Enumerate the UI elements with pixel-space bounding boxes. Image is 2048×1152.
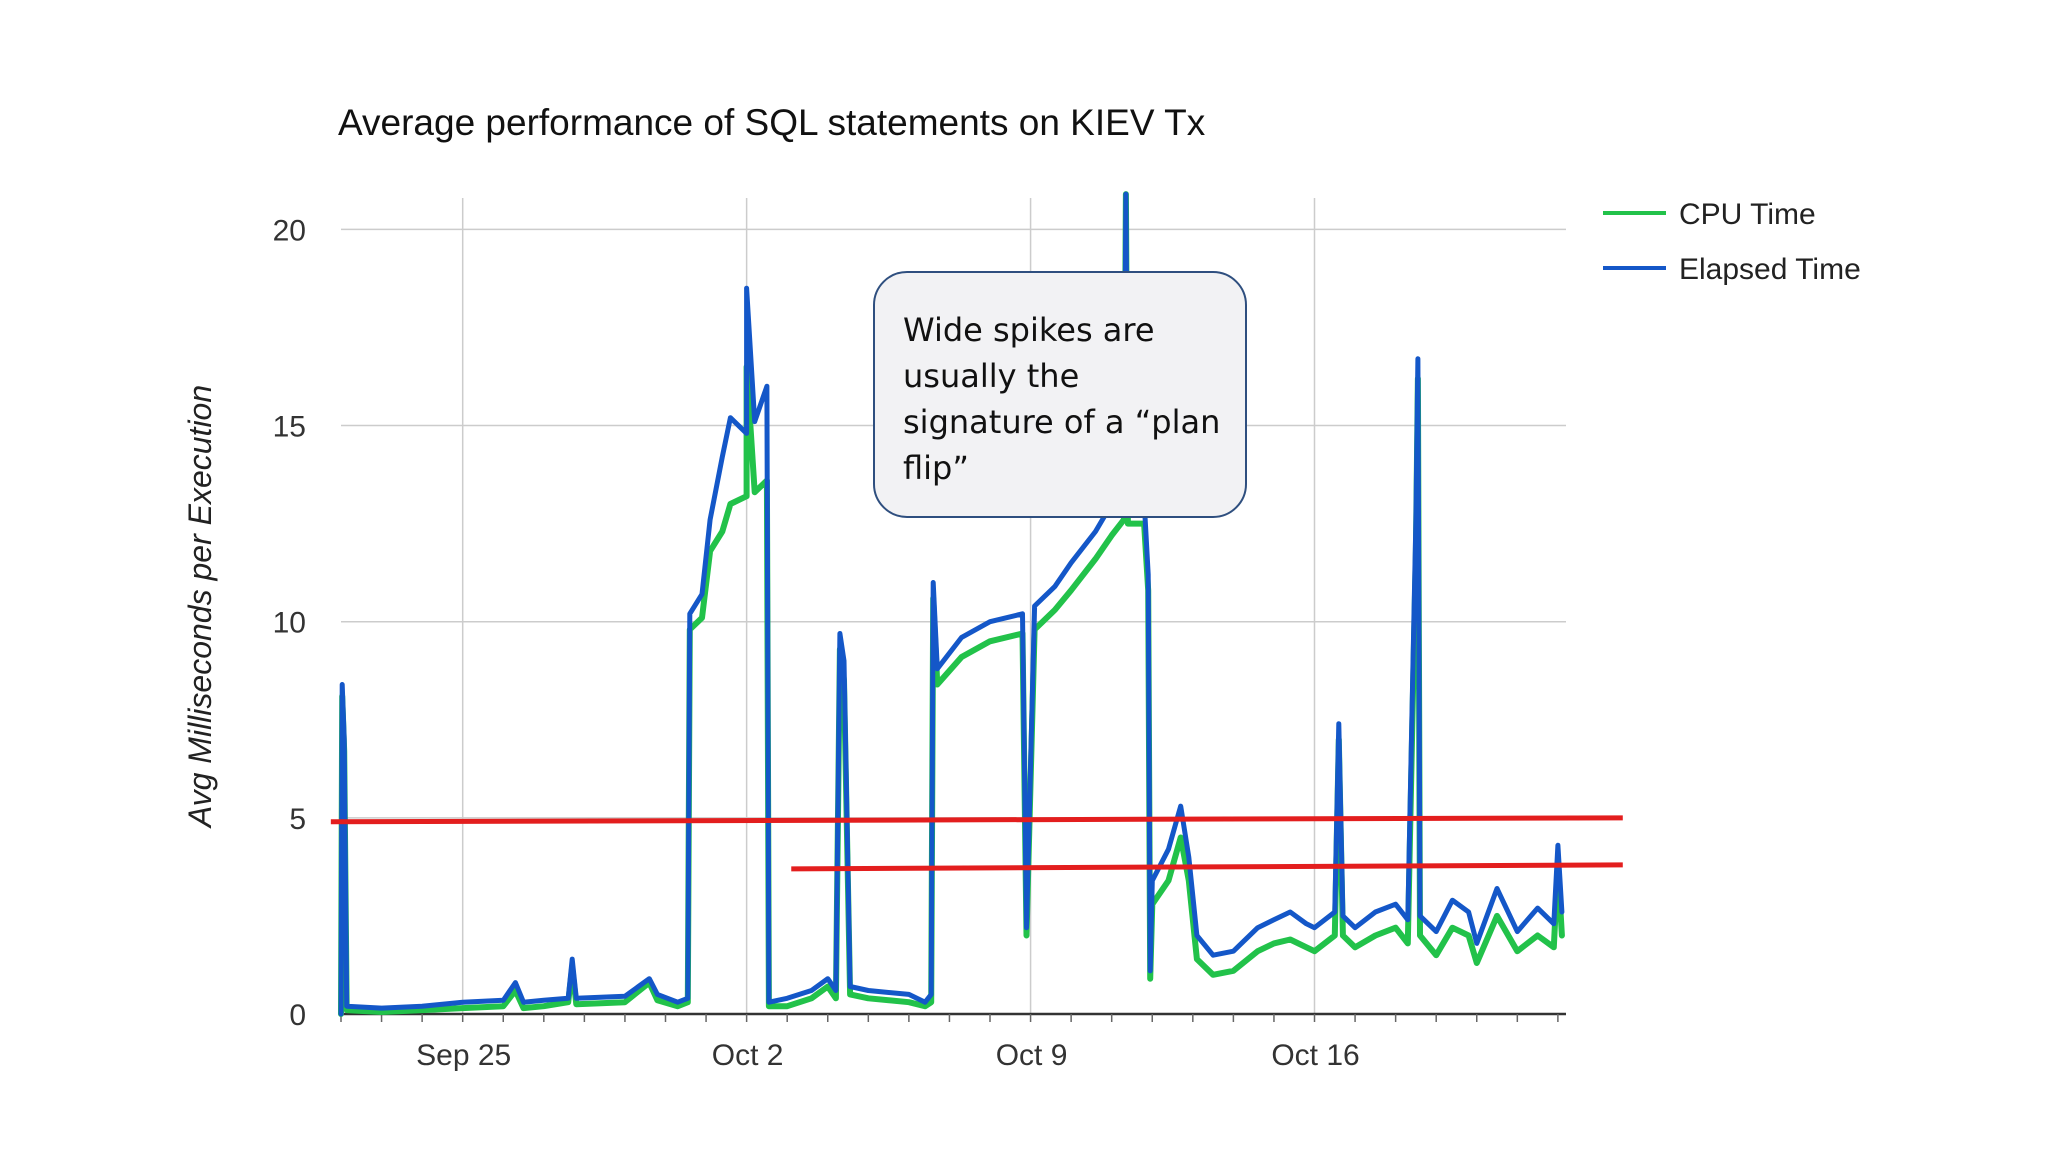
- x-tick-label: Sep 25: [416, 1039, 511, 1072]
- x-tick-label: Oct 9: [996, 1039, 1068, 1072]
- y-axis-label: Avg Milliseconds per Execution: [182, 385, 218, 829]
- legend-entry: CPU Time: [1679, 198, 1816, 231]
- x-tick-label: Oct 2: [712, 1039, 784, 1072]
- reference-line: [791, 862, 1623, 872]
- y-tick-label: 0: [289, 999, 306, 1032]
- y-tick-label: 5: [289, 803, 306, 836]
- x-tick-label: Oct 16: [1271, 1039, 1359, 1072]
- chart-title: Average performance of SQL statements on…: [338, 102, 1206, 143]
- y-tick-label: 10: [273, 607, 306, 640]
- y-tick-label: 15: [273, 411, 306, 444]
- series-lines: [338, 191, 1565, 1017]
- x-axis-ticks: Sep 25 Oct 2 Oct 9 Oct 16: [340, 1014, 1559, 1072]
- legend: CPU Time Elapsed Time: [1603, 198, 1861, 286]
- reference-line: [330, 815, 1623, 825]
- annotation-callout: Wide spikes are usually the signature of…: [873, 271, 1247, 518]
- y-tick-label: 20: [273, 214, 306, 247]
- series-line-elapsed-time: [338, 191, 1565, 1017]
- legend-entry: Elapsed Time: [1679, 253, 1861, 286]
- annotation-text: Wide spikes are usually the signature of…: [903, 311, 1221, 487]
- y-axis-ticks: 0 5 10 15 20: [273, 214, 306, 1032]
- reference-lines: [330, 815, 1623, 872]
